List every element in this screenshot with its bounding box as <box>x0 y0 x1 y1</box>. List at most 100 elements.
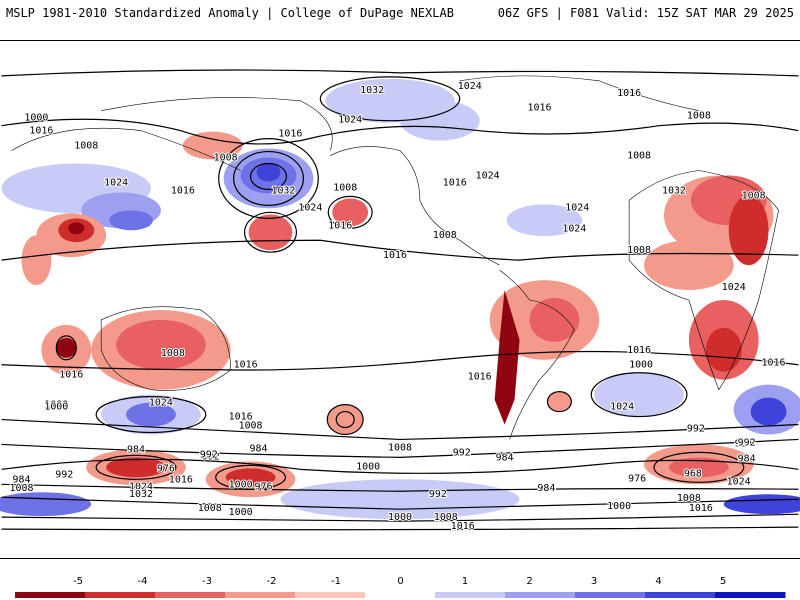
colorbar-tick-label: 0 <box>397 576 403 587</box>
colorbar-segment <box>225 592 296 598</box>
contour-label: 984 <box>738 453 756 464</box>
colorbar-segment <box>645 592 716 598</box>
contour-label: 1024 <box>458 81 482 92</box>
contour-label: 992 <box>55 469 73 480</box>
contour-label: 984 <box>735 438 753 449</box>
contour-label: 1000 <box>356 461 380 472</box>
contour-label: 1016 <box>617 88 641 99</box>
contour-label: 976 <box>255 481 273 492</box>
contour-label: 1024 <box>338 115 362 126</box>
contour-label: 1008 <box>239 421 263 432</box>
contour-label: 1016 <box>689 503 713 514</box>
colorbar-segment <box>715 592 786 598</box>
contour-label: 1008 <box>677 493 701 504</box>
contour-label: 984 <box>537 483 555 494</box>
contour-label: 1032 <box>129 489 153 500</box>
colorbar-tick-label: -1 <box>331 576 341 587</box>
contour-label: 1016 <box>59 370 83 381</box>
contour-label: 1016 <box>234 360 258 371</box>
contour-label: 1000 <box>229 507 253 518</box>
colorbar-tick-label: 2 <box>526 576 532 587</box>
contour-labels: 1024101610081032100010161008103210241024… <box>8 80 786 533</box>
contour-label: 1008 <box>214 153 238 164</box>
contour-label: 1000 <box>229 479 253 490</box>
colorbar: -5 -4 -3 -2 -1 0 1 2 3 4 5 <box>15 576 786 598</box>
contour-label: 1016 <box>443 177 467 188</box>
anomaly-map: 1024101610081032100010161008103210241024… <box>0 40 800 559</box>
contour-label: 1000 <box>388 512 412 523</box>
contour-label: 1024 <box>476 170 500 181</box>
contour-label: 1000 <box>44 402 68 413</box>
colorbar-ticks: -5 -4 -3 -2 -1 0 1 2 3 4 5 <box>73 576 726 587</box>
contour-label: 1016 <box>171 185 195 196</box>
contour-label: 1024 <box>727 476 751 487</box>
contour-label: 1008 <box>627 245 651 256</box>
anomaly-shading <box>0 78 800 520</box>
contour-label: 1000 <box>629 360 653 371</box>
colorbar-tick-label: 4 <box>655 576 661 587</box>
contour-label: 1016 <box>29 126 53 137</box>
contour-label: 1016 <box>627 345 651 356</box>
contour-label: 1008 <box>74 141 98 152</box>
contour-label: 1016 <box>278 129 302 140</box>
contour-label: 1008 <box>388 442 412 453</box>
contour-label: 1032 <box>662 185 686 196</box>
contour-label: 1016 <box>169 474 193 485</box>
contour-label: 1016 <box>328 220 352 231</box>
contour-label: 1008 <box>433 230 457 241</box>
contour-label: 1024 <box>562 223 586 234</box>
coastlines <box>11 75 779 440</box>
contour-label: 1008 <box>742 190 766 201</box>
contour-label: 992 <box>200 449 218 460</box>
contour-label: 976 <box>628 473 646 484</box>
colorbar-segment <box>295 592 366 598</box>
contour-label: 992 <box>738 437 756 448</box>
contour-label: 984 <box>496 452 514 463</box>
contour-label: 1008 <box>687 111 711 122</box>
contour-label: 984 <box>127 444 145 455</box>
colorbar-segment <box>85 592 156 598</box>
colorbar-segment <box>365 592 436 598</box>
colorbar-tick-label: 5 <box>720 576 726 587</box>
colorbar-tick-label: 1 <box>462 576 468 587</box>
contour-label: 1024 <box>610 402 634 413</box>
header-bar: MSLP 1981-2010 Standardized Anomaly | Co… <box>0 0 800 40</box>
contour-label: 1032 <box>360 85 384 96</box>
contour-label: 1024 <box>565 202 589 213</box>
contour-label: 1016 <box>229 412 253 423</box>
contour-label: 1008 <box>198 503 222 514</box>
colorbar-tick-label: -2 <box>267 576 277 587</box>
contour-label: 1024 <box>104 177 128 188</box>
contour-label: 1008 <box>161 348 185 359</box>
contour-label: 992 <box>453 447 471 458</box>
contour-label: 968 <box>684 468 702 479</box>
contour-label: 1024 <box>298 202 322 213</box>
contour-label: 1016 <box>451 521 475 532</box>
contour-label: 1024 <box>129 481 153 492</box>
isobar-contours <box>1 69 799 531</box>
colorbar-tick-label: -5 <box>73 576 83 587</box>
contour-label: 976 <box>157 463 175 474</box>
contour-label: 1024 <box>149 398 173 409</box>
contour-label: 1016 <box>762 358 786 369</box>
contour-label: 984 <box>12 474 30 485</box>
colorbar-segment <box>505 592 576 598</box>
colorbar-segment <box>575 592 646 598</box>
colorbar-tick-label: 3 <box>591 576 597 587</box>
contour-label: 1016 <box>468 372 492 383</box>
contour-label: 1000 <box>24 113 48 124</box>
colorbar-bar <box>15 592 786 598</box>
contour-label: 1008 <box>627 151 651 162</box>
colorbar-tick-label: -3 <box>202 576 212 587</box>
colorbar-segment <box>155 592 226 598</box>
contour-label: 1008 <box>333 182 357 193</box>
contour-label: 992 <box>429 489 447 500</box>
contour-label: 992 <box>202 451 220 462</box>
contour-label: 1000 <box>44 400 68 411</box>
contour-label: 1016 <box>383 250 407 261</box>
contour-label: 1008 <box>9 483 33 494</box>
contour-label: 1008 <box>434 512 458 523</box>
contour-label: 1032 <box>271 185 295 196</box>
contour-label: 1016 <box>527 103 551 114</box>
contour-label: 1024 <box>722 282 746 293</box>
